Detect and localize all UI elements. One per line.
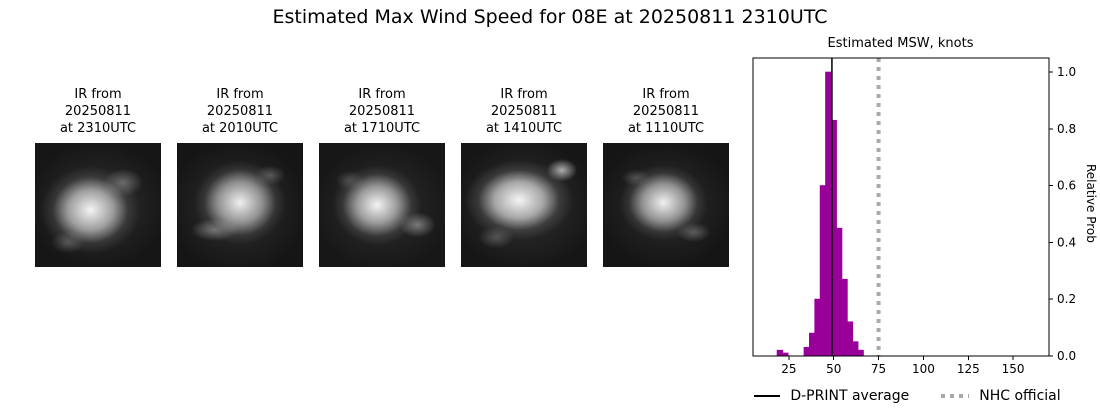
ir-label-line: at 1710UTC [343, 121, 421, 136]
histogram-bar [841, 278, 848, 357]
ir-satellite-image [603, 143, 729, 267]
chart-title: Estimated MSW, knots [827, 36, 974, 51]
ir-panel-label: IR from 20250811 at 1110UTC [603, 86, 729, 137]
histogram-bar [803, 346, 811, 357]
ir-panel-2310utc: IR from 20250811 at 2310UTC [35, 86, 161, 267]
chart-legend: D-PRINT average NHC official [715, 386, 1100, 406]
histogram-bar [776, 349, 784, 357]
ir-panel-label: IR from 20250811 at 1410UTC [461, 86, 587, 137]
ir-panel-1710utc: IR from 20250811 at 1710UTC [319, 86, 445, 267]
chart-ylabel: Relative Prob [1084, 164, 1098, 243]
histogram-plot: 25 50 75 100 125 150 0.0 0.2 0.4 0.6 0.8 1.0 [752, 57, 1076, 376]
x-tick-label: 75 [871, 362, 886, 376]
y-tick-label: 0.6 [1057, 179, 1076, 193]
ir-label-line: IR from [216, 87, 264, 102]
histogram-bar [825, 71, 832, 357]
x-tick-label: 25 [781, 362, 796, 376]
ir-satellite-image [319, 143, 445, 267]
ir-label-line: IR from [74, 87, 122, 102]
histogram-bar [846, 321, 854, 357]
ir-label-line: at 1410UTC [485, 121, 563, 136]
ir-panel-1410utc: IR from 20250811 at 1410UTC [461, 86, 587, 267]
x-tick-label: 50 [826, 362, 841, 376]
dprint-average-line-sample [754, 395, 781, 397]
ir-panel-label: IR from 20250811 at 2010UTC [177, 86, 303, 137]
x-tick-label: 100 [912, 362, 935, 376]
ir-label-line: at 1110UTC [627, 121, 705, 136]
ir-label-line: IR from [500, 87, 548, 102]
ir-satellite-image [461, 143, 587, 267]
ir-panel-1110utc: IR from 20250811 at 1110UTC [603, 86, 729, 267]
histogram-bar [819, 185, 827, 357]
x-tick-label: 125 [957, 362, 980, 376]
histogram-bar [852, 341, 859, 357]
histogram-bar [835, 227, 843, 357]
ir-label-line: 20250811 [490, 104, 558, 119]
nhc-official-line-sample [941, 394, 970, 398]
y-tick-label: 1.0 [1057, 65, 1076, 79]
legend-label-dprint: D-PRINT average [790, 388, 910, 404]
axis-frame [752, 57, 1050, 357]
y-tick-label: 0.0 [1057, 349, 1076, 363]
ir-label-line: 20250811 [632, 104, 700, 119]
ir-satellite-image [35, 143, 161, 267]
ir-panel-label: IR from 20250811 at 1710UTC [319, 86, 445, 137]
legend-label-nhc: NHC official [979, 388, 1061, 404]
msw-histogram-panel: Estimated MSW, knots 25 50 75 100 125 150 0.0 0… [752, 36, 1100, 381]
ir-label-line: IR from [358, 87, 406, 102]
histogram-bar [814, 298, 821, 357]
ir-panel-2010utc: IR from 20250811 at 2010UTC [177, 86, 303, 267]
y-tick-label: 0.4 [1057, 235, 1076, 249]
histogram-bar [857, 349, 864, 357]
figure-title: Estimated Max Wind Speed for 08E at 2025… [272, 6, 828, 28]
ir-panel-label: IR from 20250811 at 2310UTC [35, 86, 161, 137]
ir-label-line: IR from [642, 87, 690, 102]
histogram-bar [809, 332, 816, 357]
ir-satellite-image [177, 143, 303, 267]
ir-label-line: 20250811 [348, 104, 416, 119]
x-tick-label: 150 [1002, 362, 1025, 376]
ir-label-line: at 2310UTC [59, 121, 137, 136]
ir-label-line: at 2010UTC [201, 121, 279, 136]
y-tick-label: 0.2 [1057, 292, 1076, 306]
ir-label-line: 20250811 [64, 104, 132, 119]
ir-label-line: 20250811 [206, 104, 274, 119]
y-tick-label: 0.8 [1057, 122, 1076, 136]
